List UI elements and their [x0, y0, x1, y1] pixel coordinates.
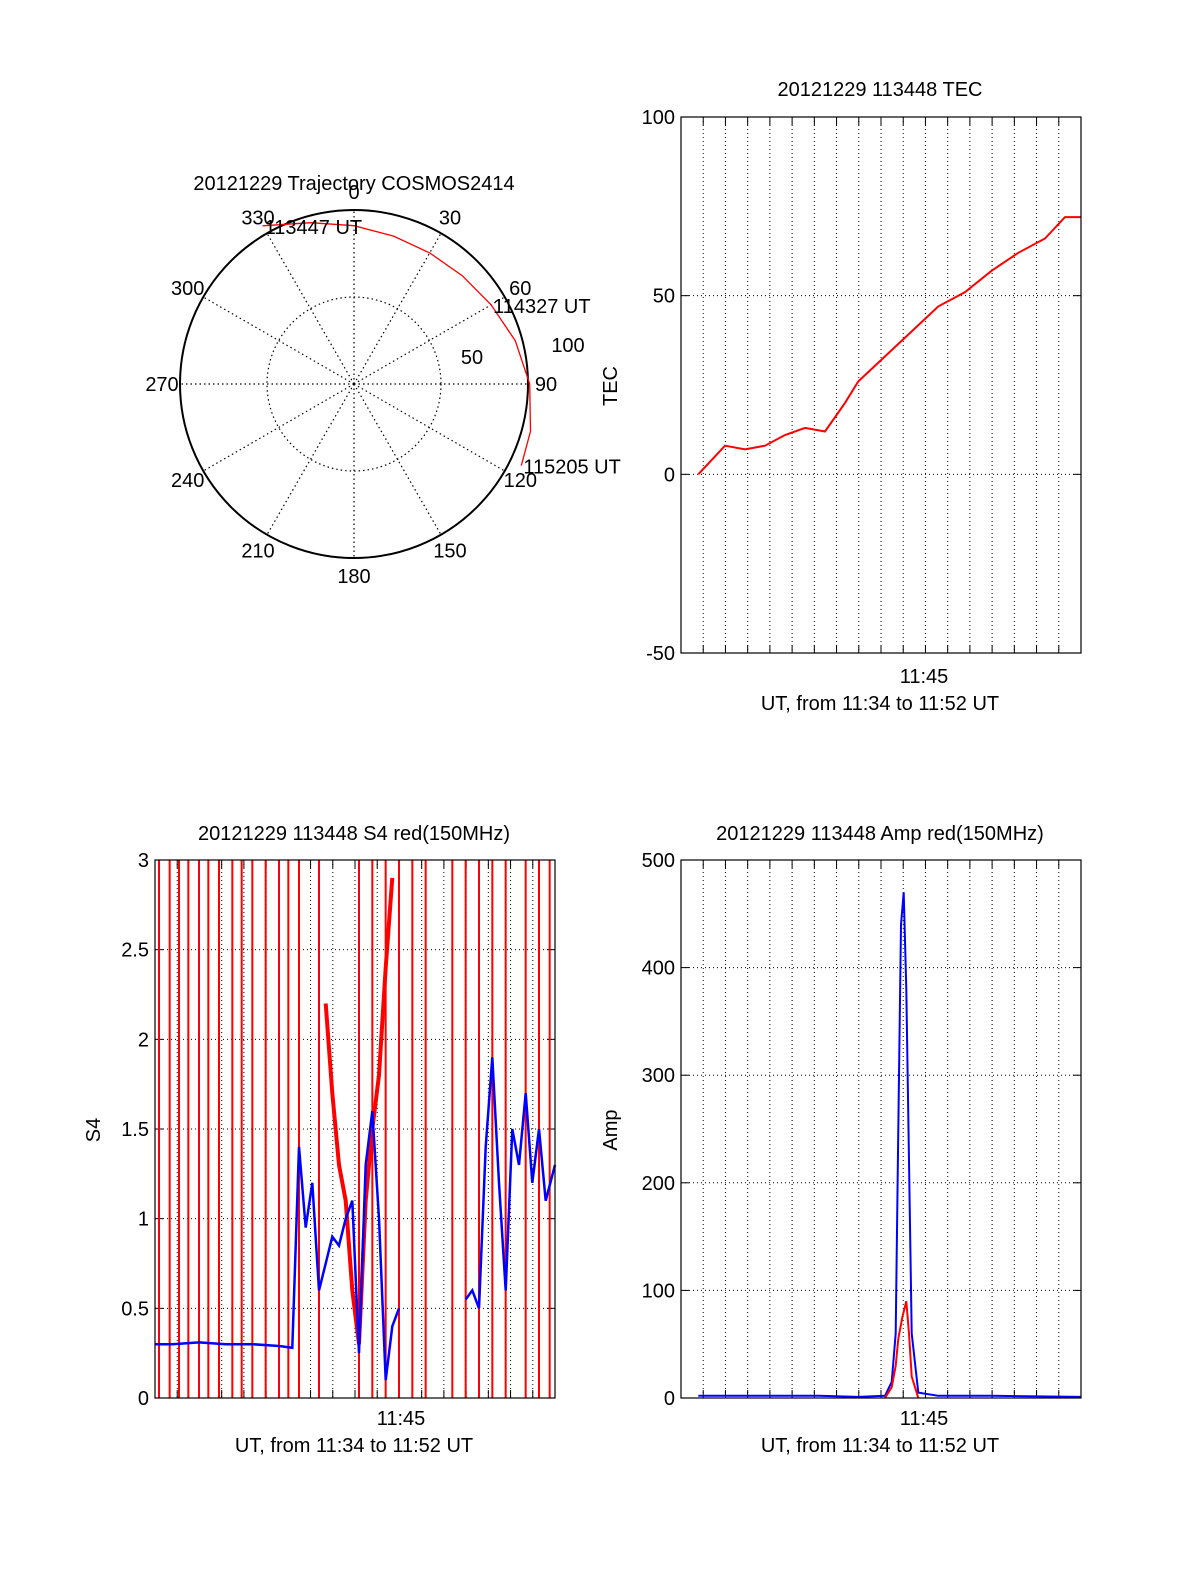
s4-ylabel: S4: [83, 1118, 105, 1142]
polar-azimuth-label: 120: [504, 470, 537, 492]
polar-time-label: 114327 UT: [493, 296, 590, 318]
tec-xlabel: UT, from 11:34 to 11:52 UT: [761, 693, 999, 715]
amp-vgrid: [702, 860, 1060, 1398]
s4-ytick-label: 2.5: [121, 940, 149, 962]
s4-ytick-label: 1: [138, 1209, 149, 1231]
amp-xtick-label: 11:45: [900, 1408, 949, 1430]
s4-ytick-label: 2: [138, 1029, 149, 1051]
s4-hgrid: 0 0.5 1 1.5 2 2.5 3: [121, 850, 555, 1410]
polar-trajectory-line: [262, 222, 532, 466]
polar-panel: 20121229 Trajectory COSMOS2414 0 30 60 90 12…: [145, 173, 621, 588]
tec-xtick-label: 11:45: [900, 666, 949, 688]
polar-outer-circle: [179, 209, 529, 559]
polar-spoke: [353, 296, 505, 385]
polar-spoke: [266, 383, 355, 535]
s4-frame: [154, 859, 556, 1399]
amp-ytick-label: 300: [642, 1065, 675, 1087]
polar-time-labels: 113447 UT 114327 UT 115205 UT: [265, 217, 621, 479]
polar-azimuth-label: 270: [145, 374, 178, 396]
amp-xlabel: UT, from 11:34 to 11:52 UT: [761, 1435, 999, 1457]
amp-series: [698, 892, 1082, 1399]
polar-spoke: [353, 383, 442, 535]
polar-spoke: [266, 233, 355, 385]
s4-panel: 20121229 113448 S4 red(150MHz) 0 0.5 1 1.5 2…: [83, 823, 557, 1457]
polar-azimuth-label: 90: [535, 374, 557, 396]
tec-ytick-label: -50: [646, 643, 675, 665]
s4-title: 20121229 113448 S4 red(150MHz): [198, 823, 510, 845]
s4-series: [155, 860, 557, 1398]
polar-spoke: [353, 233, 442, 385]
amp-ytick-label: 200: [642, 1173, 675, 1195]
polar-elevation-labels: 50 100: [461, 335, 585, 369]
amp-frame: [680, 859, 1082, 1399]
polar-time-label: 115205 UT: [523, 457, 620, 479]
amp-ytick-label: 0: [664, 1388, 675, 1410]
polar-azimuth-label: 150: [433, 540, 466, 562]
tec-series-line-0: [697, 216, 1081, 475]
tec-hgrid: -50 0 50 100: [642, 107, 1081, 665]
amp-series-line-1: [884, 1300, 920, 1399]
s4-ytick-label: 3: [138, 850, 149, 872]
polar-azimuth-labels: 0 30 60 90 120 150 180 210 240 270 300 330: [145, 182, 557, 588]
amp-ylabel: Amp: [600, 1109, 622, 1150]
amp-series-line-0: [698, 892, 1082, 1398]
s4-series-line-2: [464, 1057, 557, 1309]
polar-spoke: [353, 383, 505, 472]
polar-azimuth-label: 210: [241, 540, 274, 562]
amp-ytick-label: 500: [642, 850, 675, 872]
polar-spoke: [203, 296, 355, 385]
polar-elevation-label: 100: [551, 335, 584, 357]
polar-azimuth-label: 180: [337, 566, 370, 588]
tec-frame: [680, 116, 1082, 654]
tec-vgrid: [702, 117, 1060, 653]
polar-azimuth-label: 30: [439, 208, 461, 230]
tec-ytick-label: 50: [653, 286, 675, 308]
polar-spoke: [203, 383, 355, 472]
polar-grid: [179, 209, 529, 559]
polar-azimuth-label: 330: [241, 208, 274, 230]
polar-elevation-label: 50: [461, 347, 483, 369]
tec-series: [697, 216, 1081, 475]
s4-xtick-label: 11:45: [377, 1408, 426, 1430]
tec-ylabel: TEC: [600, 366, 622, 406]
amp-panel: 20121229 113448 Amp red(150MHz) 0 100 200 3…: [600, 823, 1082, 1457]
polar-title: 20121229 Trajectory COSMOS2414: [193, 173, 514, 195]
s4-ytick-label: 1.5: [121, 1119, 149, 1141]
polar-azimuth-label: 240: [171, 470, 204, 492]
tec-ytick-label: 100: [642, 107, 675, 129]
amp-hgrid: 0 100 200 300 400 500: [642, 850, 1081, 1410]
polar-azimuth-label: 300: [171, 278, 204, 300]
polar-azimuth-label: 0: [348, 182, 359, 204]
amp-title: 20121229 113448 Amp red(150MHz): [716, 823, 1044, 845]
s4-xlabel: UT, from 11:34 to 11:52 UT: [235, 1435, 473, 1457]
amp-ytick-label: 100: [642, 1280, 675, 1302]
tec-title: 20121229 113448 TEC: [778, 79, 983, 101]
tec-ytick-label: 0: [664, 464, 675, 486]
amp-ytick-label: 400: [642, 958, 675, 980]
s4-series-line-1: [155, 1110, 401, 1381]
s4-ytick-label: 0: [138, 1388, 149, 1410]
polar-time-label: 113447 UT: [265, 217, 362, 239]
s4-ytick-label: 0.5: [121, 1298, 149, 1320]
polar-azimuth-label: 60: [509, 278, 531, 300]
